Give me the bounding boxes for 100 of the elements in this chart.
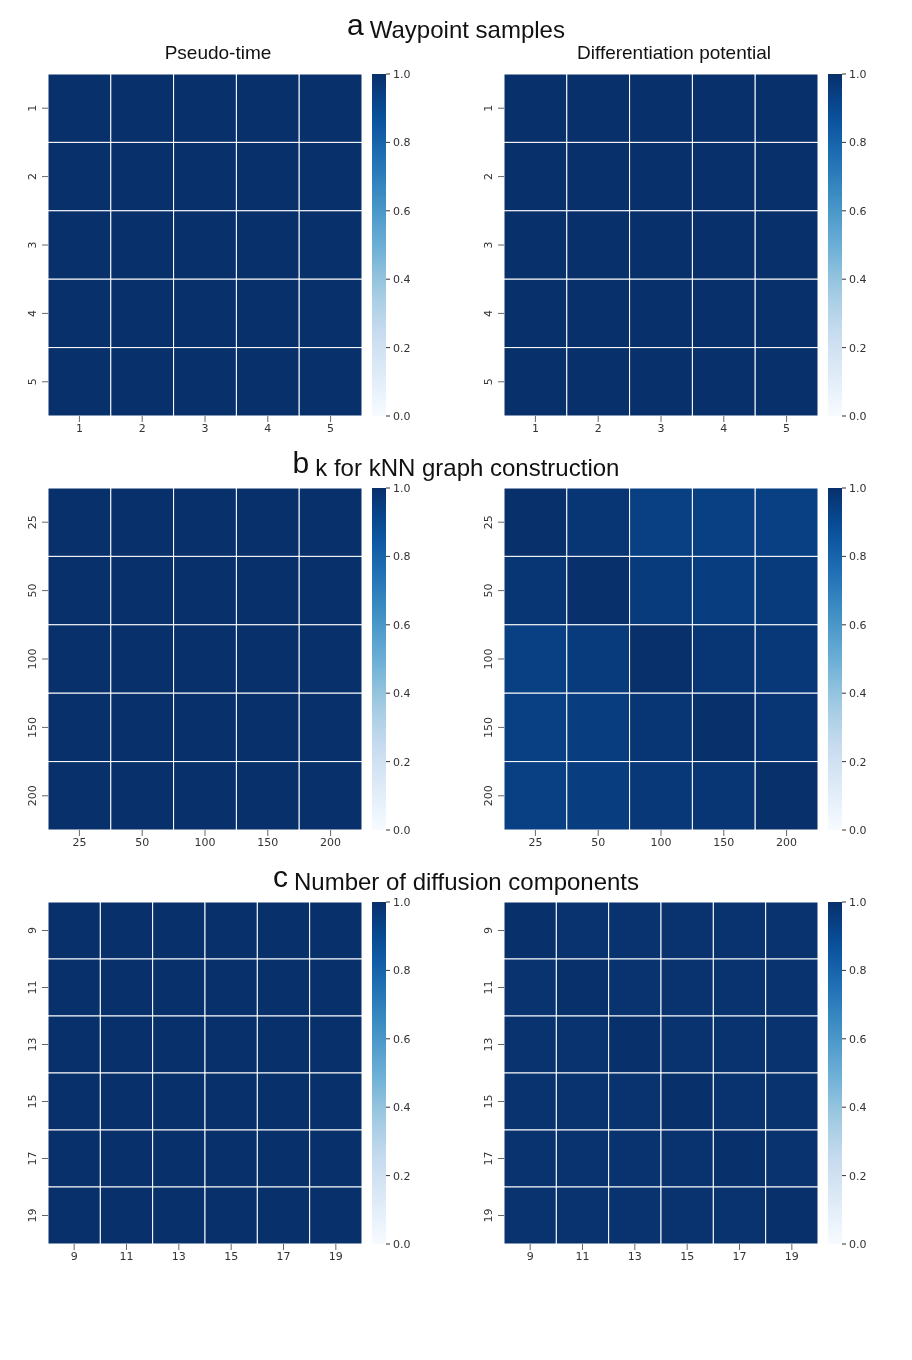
- text: Waypoint samples: [369, 16, 565, 43]
- chart-title: Pseudo-time: [163, 42, 273, 65]
- x-tick-label: 15: [224, 1249, 239, 1263]
- color-bar-label: 0.4: [393, 1101, 411, 1115]
- x-tick-label: 150: [257, 835, 279, 849]
- chart-title: Differentiation potential: [576, 42, 772, 65]
- color-bar-label: 0.2: [393, 1169, 411, 1183]
- y-tick-label: 200: [482, 785, 495, 807]
- y-tick-label: 50: [482, 583, 495, 598]
- color-bar-label: 0.4: [393, 273, 411, 287]
- y-tick-label: 3: [482, 241, 495, 249]
- x-tick-label: 4: [720, 421, 728, 435]
- color-bar-label: 0.8: [849, 136, 867, 150]
- color-bar-label: 0.2: [849, 1169, 867, 1183]
- y-tick-label: 4: [26, 309, 39, 317]
- x-tick-label: 1: [531, 421, 539, 435]
- color-bar-label: 0.8: [849, 964, 867, 978]
- color-bar-label: 0.6: [393, 1032, 411, 1046]
- x-tick-label: 2: [138, 421, 146, 435]
- color-bar-label: 0.6: [393, 618, 411, 632]
- color-bar-label: 0.6: [849, 204, 867, 218]
- color-bar-label: 1.0: [393, 68, 411, 81]
- x-tick-label: 19: [784, 1249, 799, 1263]
- color-bar-label: 0.4: [849, 273, 867, 287]
- y-tick-label: 25: [26, 515, 39, 530]
- text: b: [292, 446, 310, 479]
- y-tick-label: 1: [26, 104, 39, 112]
- text: k for kNN graph construction: [315, 454, 620, 481]
- color-bar-label: 0.0: [393, 1238, 411, 1251]
- y-tick-label: 13: [26, 1037, 39, 1052]
- x-tick-label: 11: [575, 1249, 590, 1263]
- y-tick-label: 150: [482, 716, 495, 738]
- color-bar-label: 0.2: [849, 755, 867, 769]
- color-bar-label: 0.6: [393, 204, 411, 218]
- color-bar-label: 0.0: [393, 410, 411, 423]
- x-tick-label: 200: [776, 835, 798, 849]
- x-tick-label: 3: [201, 421, 209, 435]
- y-tick-label: 11: [26, 980, 39, 995]
- color-bar-label: 0.0: [393, 824, 411, 837]
- x-tick-label: 25: [72, 835, 87, 849]
- x-tick-label: 25: [528, 835, 543, 849]
- x-tick-label: 150: [713, 835, 735, 849]
- color-bar-label: 1.0: [849, 68, 867, 81]
- color-bar-label: 0.4: [849, 687, 867, 701]
- x-tick-label: 50: [591, 835, 606, 849]
- x-tick-label: 5: [783, 421, 791, 435]
- color-bar-label: 0.2: [393, 341, 411, 355]
- y-tick-label: 15: [26, 1094, 39, 1109]
- x-tick-label: 13: [627, 1249, 642, 1263]
- x-tick-label: 50: [135, 835, 150, 849]
- color-bar-label: 0.4: [393, 687, 411, 701]
- text: c: [272, 860, 288, 893]
- color-bar-label: 0.8: [849, 550, 867, 564]
- y-tick-label: 19: [482, 1208, 495, 1223]
- x-tick-label: 100: [194, 835, 216, 849]
- color-bar-label: 0.8: [393, 550, 411, 564]
- color-bar-label: 0.6: [849, 1032, 867, 1046]
- x-tick-label: 2: [594, 421, 602, 435]
- y-tick-label: 2: [482, 173, 495, 181]
- y-tick-label: 2: [26, 173, 39, 181]
- x-tick-label: 5: [327, 421, 335, 435]
- x-tick-label: 19: [328, 1249, 343, 1263]
- x-tick-label: 9: [526, 1249, 534, 1263]
- x-tick-label: 200: [320, 835, 342, 849]
- color-bar-label: 0.0: [849, 1238, 867, 1251]
- y-tick-label: 4: [482, 309, 495, 317]
- y-tick-label: 5: [26, 378, 39, 386]
- y-tick-label: 15: [482, 1094, 495, 1109]
- color-bar-label: 0.0: [849, 824, 867, 837]
- color-bar-label: 0.8: [393, 964, 411, 978]
- color-bar-label: 0.4: [849, 1101, 867, 1115]
- y-tick-label: 11: [482, 980, 495, 995]
- y-tick-label: 9: [26, 927, 39, 934]
- color-bar-label: 1.0: [393, 482, 411, 495]
- y-tick-label: 100: [482, 648, 495, 670]
- x-tick-label: 3: [657, 421, 665, 435]
- color-bar-label: 0.8: [393, 136, 411, 150]
- x-tick-label: 4: [264, 421, 272, 435]
- y-tick-label: 1: [482, 104, 495, 112]
- y-tick-label: 200: [26, 785, 39, 807]
- y-tick-label: 50: [26, 583, 39, 598]
- x-tick-label: 100: [650, 835, 672, 849]
- x-tick-label: 9: [70, 1249, 78, 1263]
- color-bar-label: 0.0: [849, 410, 867, 423]
- color-bar-label: 0.2: [393, 755, 411, 769]
- x-tick-label: 11: [119, 1249, 134, 1263]
- x-tick-label: 17: [732, 1249, 747, 1263]
- text: a: [347, 8, 364, 41]
- color-bar-label: 0.2: [849, 341, 867, 355]
- color-bar-label: 1.0: [849, 482, 867, 495]
- x-tick-label: 13: [171, 1249, 186, 1263]
- x-tick-label: 1: [75, 421, 83, 435]
- y-tick-label: 13: [482, 1037, 495, 1052]
- x-tick-label: 17: [276, 1249, 291, 1263]
- y-tick-label: 19: [26, 1208, 39, 1223]
- x-tick-label: 15: [680, 1249, 695, 1263]
- color-bar-label: 1.0: [393, 896, 411, 909]
- y-tick-label: 100: [26, 648, 39, 670]
- y-tick-label: 3: [26, 241, 39, 249]
- color-bar-label: 0.6: [849, 618, 867, 632]
